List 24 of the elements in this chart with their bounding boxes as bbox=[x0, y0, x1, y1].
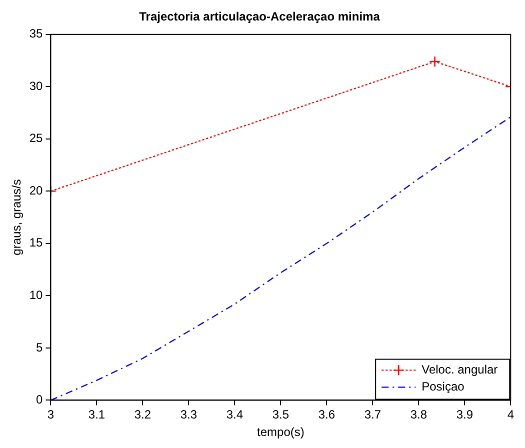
y-tick-label: 10 bbox=[29, 288, 44, 302]
x-axis-title: tempo(s) bbox=[257, 425, 304, 440]
legend-label: Veloc. angular bbox=[422, 362, 498, 377]
x-tick-label: 3 bbox=[47, 408, 54, 422]
y-tick-label: 15 bbox=[29, 236, 44, 250]
x-tick-label: 4 bbox=[507, 408, 514, 422]
y-tick-label: 30 bbox=[29, 78, 44, 93]
x-tick-label: 3.7 bbox=[364, 408, 382, 422]
x-tick-label: 3.4 bbox=[226, 408, 244, 422]
x-tick-label: 3.3 bbox=[180, 408, 198, 422]
x-tick-label: 3.8 bbox=[410, 408, 428, 422]
legend-label: Posiçao bbox=[422, 380, 465, 394]
x-tick-label: 3.6 bbox=[318, 408, 336, 422]
y-tick-label: 5 bbox=[36, 340, 44, 354]
x-tick-label: 3.5 bbox=[272, 408, 290, 422]
y-axis-title: graus, graus/s bbox=[10, 179, 24, 256]
chart-title: Trajectoria articulaçao-Aceleraçao minima bbox=[139, 10, 380, 24]
y-tick-label: 25 bbox=[29, 131, 44, 146]
y-tick-label: 0 bbox=[36, 392, 44, 407]
x-tick-label: 3.9 bbox=[456, 408, 474, 422]
y-tick-label: 20 bbox=[29, 183, 44, 198]
x-tick-label: 3.2 bbox=[134, 408, 152, 422]
y-tick-label: 35 bbox=[29, 26, 44, 41]
x-tick-label: 3.1 bbox=[88, 408, 106, 422]
